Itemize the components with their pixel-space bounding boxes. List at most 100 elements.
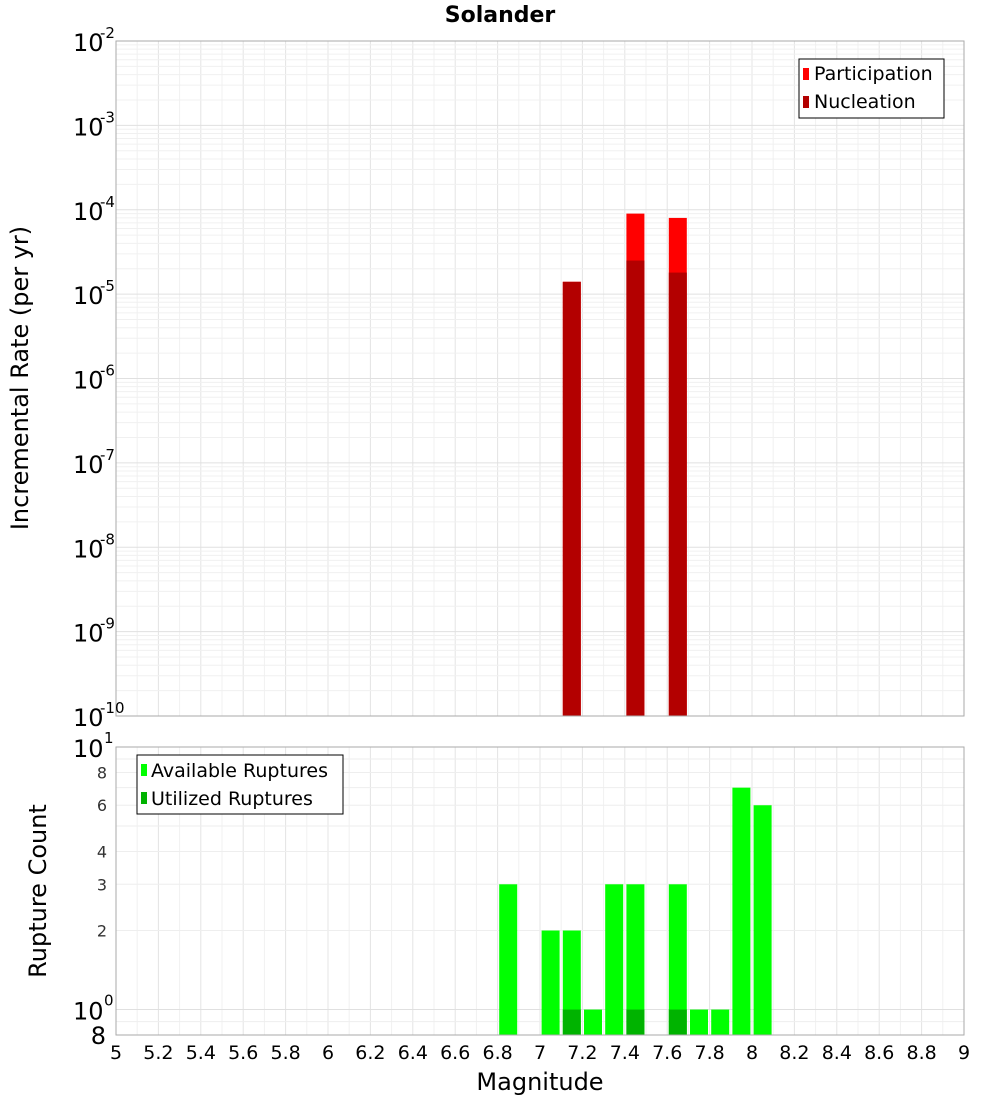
- x-tick-labels: 5 5.2 5.4 5.6 5.8 6 6.2 6.4 6.6 6.8 7 7.2 7.4 7.6 7.8 8…: [110, 1042, 970, 1064]
- top-y-tick-label: 10-2: [73, 24, 115, 57]
- bottom-legend-box: [136, 754, 344, 815]
- x-tick-label: 6.6: [440, 1042, 470, 1064]
- bar-utilized-ruptures: [668, 1009, 687, 1035]
- top-y-tick-label: 10-3: [73, 108, 115, 141]
- bottom-legend: Available Ruptures Utilized Ruptures: [136, 754, 344, 815]
- y-tick-exponent: -3: [100, 108, 115, 126]
- bar-available-ruptures: [732, 787, 751, 1035]
- bar-available-ruptures: [690, 1009, 708, 1035]
- y-tick-base: 10: [73, 704, 104, 732]
- legend-swatch-nucleation: [803, 96, 809, 108]
- y-tick-base: 10: [73, 620, 104, 648]
- bottom-y-tick-label: 10 0: [73, 992, 114, 1026]
- y-tick-exponent: -6: [100, 362, 115, 380]
- top-y-tick-label: 10-7: [73, 446, 115, 479]
- bottom-y-minor-tick-label: 3: [97, 875, 107, 894]
- top-y-tick-labels: 10-210-310-410-510-610-710-810-910-10: [73, 24, 125, 732]
- y-tick-exponent: -7: [100, 446, 115, 464]
- top-y-tick-label: 10-4: [73, 193, 115, 226]
- bar-available-ruptures: [499, 884, 518, 1035]
- x-tick-label: 7: [534, 1042, 546, 1064]
- bottom-y-minor-tick-label: 4: [97, 842, 107, 861]
- bottom-y-minor-tick-label: 2: [97, 922, 107, 941]
- x-axis-label: Magnitude: [476, 1068, 603, 1096]
- x-tick-label: 5.2: [143, 1042, 173, 1064]
- y-tick-base: 10: [73, 29, 104, 57]
- legend-label-participation: Participation: [814, 63, 933, 85]
- bottom-y-axis-label: Rupture Count: [24, 804, 52, 978]
- y-tick-exponent: 0: [104, 992, 114, 1010]
- bar-nucleation: [626, 260, 645, 716]
- x-tick-label: 7.6: [652, 1042, 682, 1064]
- bar-available-ruptures: [753, 805, 772, 1035]
- x-tick-label: 6.8: [482, 1042, 512, 1064]
- bottom-plot-bars: [499, 787, 772, 1035]
- top-y-tick-label: 10-8: [73, 530, 115, 563]
- y-tick-base: 10: [73, 198, 104, 226]
- legend-swatch-participation: [803, 68, 809, 80]
- bar-available-ruptures: [584, 1009, 602, 1035]
- x-tick-label: 8.8: [906, 1042, 936, 1064]
- y-tick-base: 10: [73, 282, 104, 310]
- bottom-y-tick-label: 10 1: [73, 729, 114, 763]
- bar-utilized-ruptures: [562, 1009, 581, 1035]
- x-tick-label: 8.6: [864, 1042, 894, 1064]
- x-tick-label: 7.2: [567, 1042, 597, 1064]
- top-plot-bars: [562, 213, 687, 717]
- bar-nucleation: [562, 281, 581, 716]
- x-tick-label: 5: [110, 1042, 122, 1064]
- top-y-tick-label: 10-6: [73, 362, 115, 395]
- y-tick-base: 10: [73, 998, 104, 1026]
- bottom-y-minor-tick-label: 8: [97, 763, 107, 782]
- legend-label-nucleation: Nucleation: [814, 91, 916, 113]
- legend-swatch-available-ruptures: [141, 764, 147, 776]
- top-y-axis-label: Incremental Rate (per yr): [6, 226, 34, 530]
- x-tick-label: 5.4: [186, 1042, 216, 1064]
- bar-available-ruptures: [711, 1009, 730, 1035]
- y-tick-exponent: -2: [100, 24, 115, 42]
- top-legend: Participation Nucleation: [798, 58, 945, 119]
- x-tick-label: 8.2: [779, 1042, 809, 1064]
- y-tick-exponent: -10: [100, 699, 125, 717]
- x-tick-label: 5.8: [270, 1042, 300, 1064]
- x-tick-label: 7.8: [694, 1042, 724, 1064]
- bottom-plot-frame: [115, 746, 965, 1036]
- x-tick-label: 5.6: [228, 1042, 258, 1064]
- top-plot-grid: [115, 41, 965, 717]
- bar-available-ruptures: [668, 884, 687, 1035]
- y-tick-base: 10: [73, 735, 104, 763]
- y-tick-exponent: -9: [100, 615, 115, 633]
- bar-available-ruptures: [541, 930, 560, 1035]
- top-plot-frame: [115, 40, 965, 717]
- bottom-y-min-tick-label: 8: [91, 1022, 106, 1050]
- legend-swatch-utilized-ruptures: [141, 792, 147, 804]
- x-tick-label: 6.4: [398, 1042, 428, 1064]
- bar-utilized-ruptures: [626, 1009, 645, 1035]
- y-tick-base: 10: [73, 451, 104, 479]
- legend-label-utilized-ruptures: Utilized Ruptures: [151, 788, 313, 810]
- bar-nucleation: [668, 272, 687, 716]
- y-tick-base: 10: [73, 113, 104, 141]
- bar-available-ruptures: [562, 930, 581, 1035]
- x-tick-label: 8.4: [822, 1042, 852, 1064]
- x-tick-label: 6.2: [355, 1042, 385, 1064]
- y-tick-base: 10: [73, 535, 104, 563]
- y-tick-exponent: 1: [104, 729, 114, 747]
- bottom-y-minor-tick-label: 6: [97, 796, 107, 815]
- top-legend-box: [798, 58, 945, 119]
- y-tick-base: 10: [73, 367, 104, 395]
- y-tick-exponent: -4: [100, 193, 115, 211]
- bar-available-ruptures: [605, 884, 624, 1035]
- bar-available-ruptures: [626, 884, 645, 1035]
- top-y-tick-label: 10-9: [73, 615, 115, 648]
- y-tick-exponent: -5: [100, 277, 115, 295]
- x-tick-label: 6: [322, 1042, 334, 1064]
- x-tick-label: 8: [746, 1042, 758, 1064]
- x-tick-label: 9: [958, 1042, 970, 1064]
- y-tick-exponent: -8: [100, 530, 115, 548]
- top-y-tick-label: 10-10: [73, 699, 125, 732]
- chart-title: Solander: [445, 3, 556, 28]
- legend-label-available-ruptures: Available Ruptures: [151, 760, 328, 782]
